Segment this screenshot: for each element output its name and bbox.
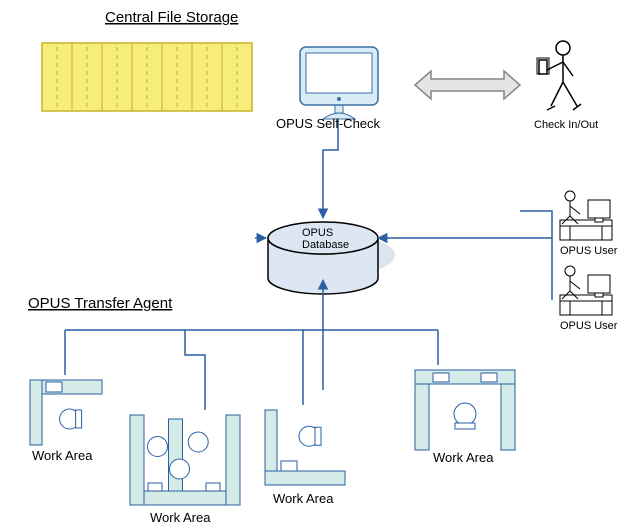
- work-area-4-label: Work Area: [433, 450, 494, 465]
- check-in-out-icon: [537, 41, 581, 110]
- opus-transfer-agent-title: OPUS Transfer Agent: [28, 295, 173, 312]
- central-file-storage: [42, 43, 252, 111]
- work-area-2-label: Work Area: [150, 510, 211, 525]
- central-file-storage-title: Central File Storage: [105, 9, 238, 26]
- work-area-2-icon: [130, 415, 240, 505]
- connector-0: [323, 120, 338, 218]
- check-in-out-label: Check In/Out: [534, 119, 598, 131]
- work-area-4-icon: [415, 370, 515, 450]
- work-area-3-label: Work Area: [273, 491, 334, 506]
- connector-2: [520, 211, 552, 300]
- opus-user-2-label: OPUS User: [560, 320, 618, 332]
- connector-6: [185, 330, 205, 410]
- opus-self-check-icon: [300, 47, 378, 119]
- double-arrow-icon: [415, 71, 520, 99]
- opus-user-1-label: OPUS User: [560, 245, 618, 257]
- work-area-1-icon: [30, 380, 102, 445]
- opus-user-1-icon: [560, 191, 612, 240]
- work-area-3-icon: [265, 410, 345, 485]
- opus-user-2-icon: [560, 266, 612, 315]
- opus-self-check-label: OPUS Self-Check: [276, 116, 381, 131]
- work-area-1-label: Work Area: [32, 448, 93, 463]
